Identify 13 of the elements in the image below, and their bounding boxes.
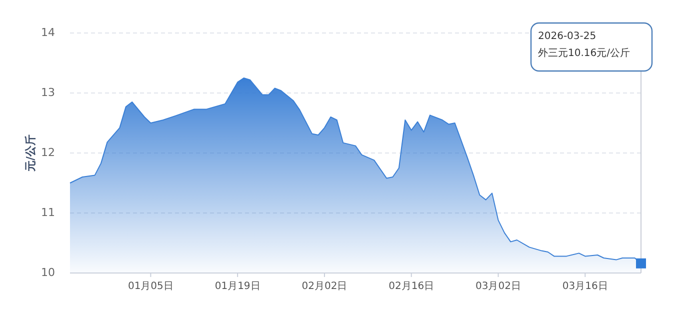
x-tick-label: 02月02日: [302, 281, 348, 292]
y-axis-title: 元/公斤: [24, 134, 37, 173]
annotation: 2026-03-25 外三元10.16元/公斤: [538, 31, 630, 59]
y-tick-label: 10: [41, 266, 55, 280]
x-tick-label: 01月05日: [128, 281, 174, 292]
y-tick-label: 11: [41, 206, 55, 220]
y-tick-label: 13: [41, 86, 55, 100]
x-tick-label: 03月16日: [562, 281, 608, 292]
x-tick-label: 03月02日: [476, 281, 521, 292]
y-tick-label: 12: [41, 146, 55, 160]
x-tick-label: 02月16日: [388, 281, 434, 292]
x-tick-label: 01月19日: [214, 281, 260, 292]
y-tick-label: 14: [41, 26, 55, 40]
